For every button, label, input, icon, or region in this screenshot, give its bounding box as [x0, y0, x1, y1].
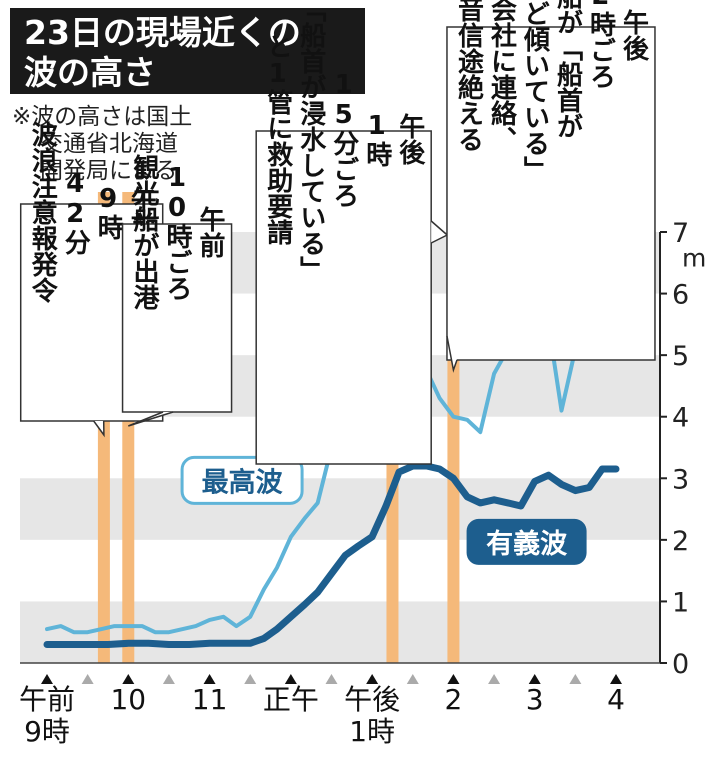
y-tick-label: 4 [672, 403, 689, 434]
event-callout-line: と運航会社に連絡、 [486, 0, 516, 152]
event-callout-line: 波浪注意報発令 [27, 121, 58, 304]
series-label-box-1 [180, 455, 304, 505]
x-tick-marker [41, 674, 53, 684]
x-tick-label: 11 [192, 683, 228, 716]
title-banner [10, 8, 365, 94]
series-line-2 [43, 462, 620, 648]
x-tick-marker [488, 674, 501, 684]
title-line-1: 23日の現場近くの [24, 13, 301, 52]
event-callout-line: 1時 [362, 111, 392, 167]
x-tick-marker [569, 674, 582, 684]
event-callout-line: 観光船が出港 [129, 153, 160, 310]
x-tick-marker [366, 674, 379, 684]
x-tick-label: 4 [607, 683, 625, 716]
x-tick-label: 正午 [263, 683, 319, 716]
event-callout-line: 15分ごろ [329, 70, 359, 208]
event-callout-pointer [446, 335, 458, 373]
event-callout-line: と1管に救助要請 [263, 33, 293, 246]
event-callout-line: 30度ほど傾いている」 [519, 0, 550, 182]
series-label-1: 最高波 [202, 466, 284, 498]
event-callout-line: 午後 [395, 112, 425, 166]
x-tick-marker [447, 674, 460, 684]
y-tick-label: 3 [672, 464, 689, 495]
y-unit-label: m [682, 244, 706, 273]
series-label-box-2 [466, 518, 587, 565]
event-callout-pointer [93, 420, 105, 438]
y-tick-label: 1 [672, 587, 689, 618]
event-callout-line: その後音信途絶える [453, 0, 483, 152]
x-tick-label: 2 [445, 683, 463, 716]
y-tick-label: 6 [672, 280, 689, 311]
y-tick-label: 2 [672, 526, 689, 557]
x-tick-marker [162, 674, 175, 684]
x-tick-marker [528, 674, 541, 684]
event-callout-line: 10時ごろ [162, 163, 192, 301]
event-callout-line: 42分 [60, 169, 90, 256]
y-tick-label: 7 [672, 218, 689, 249]
x-tick-marker [325, 674, 338, 684]
y-tick-label: 0 [672, 649, 689, 680]
x-tick-label: 午後 [344, 683, 400, 716]
source-note-line-3: 開発局による [40, 158, 177, 184]
event-callout-box [255, 130, 432, 465]
event-callout-line: 9時 [93, 184, 123, 240]
event-callout-line: 観光船が「船首が [552, 0, 583, 139]
event-callout-line: 午前 [195, 205, 225, 258]
event-callout-pointer [128, 411, 174, 427]
x-tick-marker [244, 674, 257, 684]
event-band-2 [122, 192, 135, 663]
event-callout-4: 午後2時ごろ観光船が「船首が30度ほど傾いている」と運航会社に連絡、その後音信途… [446, 0, 656, 373]
series-label-2: 有義波 [486, 528, 568, 560]
event-callout-line: 「船首が浸水している」 [296, 0, 326, 282]
x-tick-label: 10 [110, 683, 146, 716]
source-note-line-2: 交通省北海道 [40, 131, 178, 157]
x-tick-marker [81, 674, 94, 684]
event-callout-line: 2時ごろ [585, 0, 615, 89]
source-note-line-1: ※波の高さは国土 [12, 104, 192, 130]
event-callout-line: 午後 [618, 8, 648, 62]
title-line-2: 波の高さ [24, 53, 156, 92]
y-tick-label: 5 [672, 341, 689, 372]
x-tick-label: 午前 [19, 683, 75, 716]
x-tick-label: 9時 [24, 715, 70, 748]
x-tick-marker [610, 674, 622, 684]
x-tick-marker [284, 674, 297, 684]
x-tick-label: 1時 [349, 715, 395, 748]
event-callout-box [121, 223, 233, 413]
grid-band [20, 601, 660, 663]
x-tick-marker [406, 674, 419, 684]
x-tick-marker [203, 674, 216, 684]
x-tick-marker [122, 674, 135, 684]
x-tick-label: 3 [526, 683, 544, 716]
event-callout-box [446, 26, 656, 361]
